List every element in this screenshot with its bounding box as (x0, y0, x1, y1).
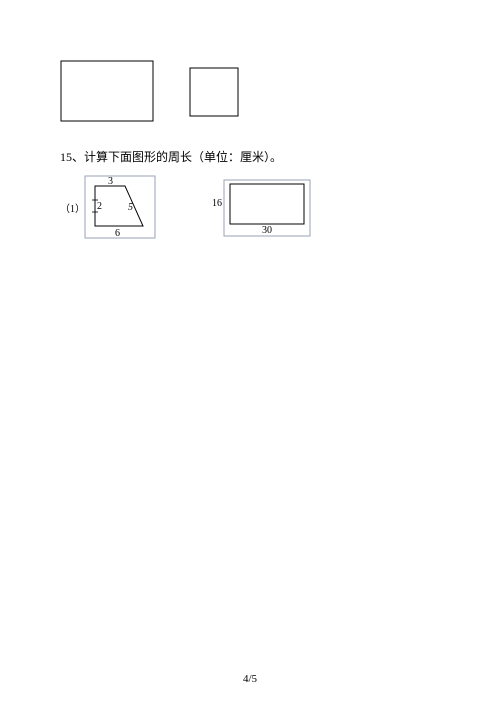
figure1-bottom-label: 6 (115, 228, 120, 239)
figure2-group: 16 30 (212, 180, 310, 236)
figure2-rectangle (230, 184, 304, 224)
question-15-text: 15、计算下面图形的周长（单位：厘米）。 (60, 148, 282, 165)
figure2-bottom-label: 30 (262, 225, 272, 236)
figure1-top-label: 3 (108, 176, 113, 187)
large-rectangle (61, 61, 153, 121)
question-15-figures: （1） 3 2 5 6 16 3 (60, 172, 320, 257)
top-boxes-svg (60, 60, 242, 122)
figure1-sublabel: （1） (60, 203, 85, 215)
figure2-left-label: 16 (212, 198, 222, 209)
figure1-right-label: 5 (128, 202, 133, 213)
worksheet-page: 15、计算下面图形的周长（单位：厘米）。 （1） 3 2 5 6 (0, 0, 500, 707)
figure1-trapezoid (95, 186, 143, 226)
figure1-group: 3 2 5 6 (85, 176, 155, 239)
top-empty-boxes (60, 60, 242, 127)
page-number: 4/5 (0, 673, 500, 685)
figure1-left-label: 2 (97, 201, 102, 212)
figures-svg: （1） 3 2 5 6 16 3 (60, 172, 320, 252)
small-square (190, 68, 238, 116)
